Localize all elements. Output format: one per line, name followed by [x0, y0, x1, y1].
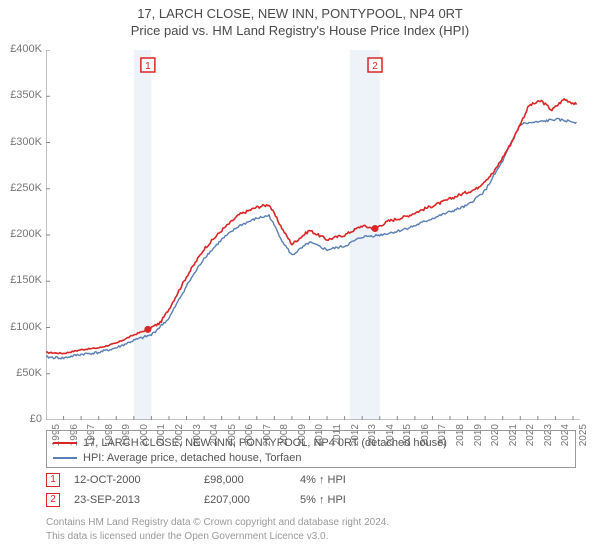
page-title: 17, LARCH CLOSE, NEW INN, PONTYPOOL, NP4… — [0, 6, 600, 21]
y-axis-label: £300K — [2, 136, 42, 148]
table-row: 2 23-SEP-2013 £207,000 5% ↑ HPI — [46, 490, 346, 510]
marker-box-icon: 2 — [46, 493, 60, 507]
y-axis-label: £350K — [2, 89, 42, 101]
y-axis-label: £50K — [2, 367, 42, 379]
marker-date: 23-SEP-2013 — [74, 494, 204, 506]
y-axis-label: £400K — [2, 43, 42, 55]
marker-box-icon: 1 — [46, 473, 60, 487]
y-axis-label: £250K — [2, 182, 42, 194]
legend: 17, LARCH CLOSE, NEW INN, PONTYPOOL, NP4… — [46, 430, 576, 468]
attribution-footer: Contains HM Land Registry data © Crown c… — [46, 516, 389, 543]
y-axis-label: £100K — [2, 321, 42, 333]
y-axis-label: £0 — [2, 413, 42, 425]
x-axis-label: 2025 — [578, 424, 589, 454]
legend-swatch — [53, 457, 77, 459]
marker-delta: 4% ↑ HPI — [300, 474, 346, 486]
svg-text:2: 2 — [372, 61, 378, 72]
marker-price: £207,000 — [204, 494, 300, 506]
marker-delta: 5% ↑ HPI — [300, 494, 346, 506]
legend-swatch — [53, 442, 77, 444]
marker-date: 12-OCT-2000 — [74, 474, 204, 486]
footer-line: This data is licensed under the Open Gov… — [46, 530, 389, 544]
sale-markers-table: 1 12-OCT-2000 £98,000 4% ↑ HPI 2 23-SEP-… — [46, 470, 346, 510]
y-axis-label: £200K — [2, 228, 42, 240]
price-chart: 12 — [46, 50, 580, 420]
marker-price: £98,000 — [204, 474, 300, 486]
legend-label: 17, LARCH CLOSE, NEW INN, PONTYPOOL, NP4… — [83, 437, 447, 449]
legend-label: HPI: Average price, detached house, Torf… — [83, 452, 302, 464]
footer-line: Contains HM Land Registry data © Crown c… — [46, 516, 389, 530]
svg-text:1: 1 — [145, 61, 151, 72]
legend-item-hpi: HPI: Average price, detached house, Torf… — [53, 450, 569, 465]
y-axis-label: £150K — [2, 274, 42, 286]
page-subtitle: Price paid vs. HM Land Registry's House … — [0, 23, 600, 38]
table-row: 1 12-OCT-2000 £98,000 4% ↑ HPI — [46, 470, 346, 490]
legend-item-price-paid: 17, LARCH CLOSE, NEW INN, PONTYPOOL, NP4… — [53, 435, 569, 450]
